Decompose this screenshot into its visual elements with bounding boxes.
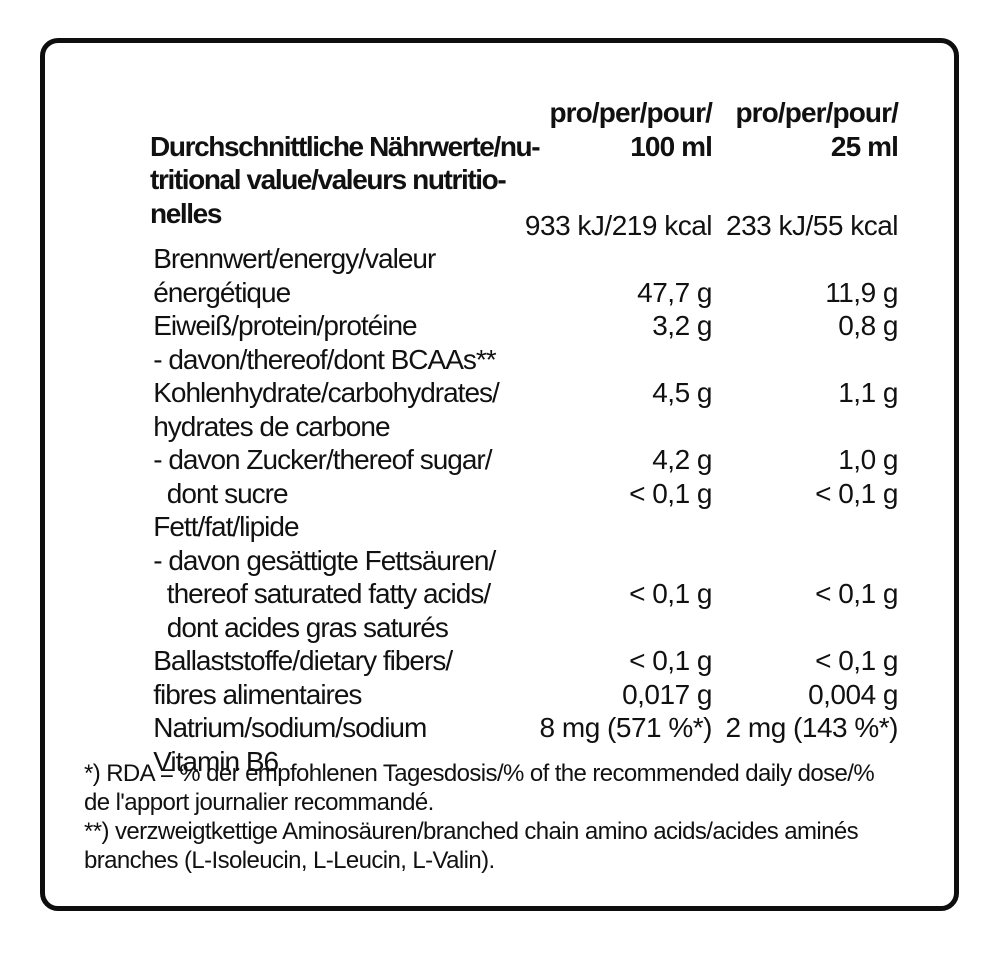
row-label: - davon/thereof/dont BCAAs** bbox=[153, 343, 496, 375]
row-value-per-100ml: 0,017 g bbox=[622, 678, 712, 710]
row-value-per-25ml: 2 mg (143 %*) bbox=[725, 712, 899, 743]
row-label: - davon Zucker/thereof sugar/ bbox=[153, 444, 492, 475]
row-label: hydrates de carbone bbox=[153, 410, 390, 442]
row-value-per-25ml: 11,9 g bbox=[825, 276, 898, 308]
table-row-fiber: fibres alimentaires < 0,1 g < 0,1 g bbox=[99, 644, 898, 710]
header-line: nelles bbox=[99, 163, 898, 229]
table-row-fiber: Ballaststoffe/dietary fibers/ bbox=[99, 611, 898, 676]
table-row-saturated-fat: thereof saturated fatty acids/ bbox=[99, 544, 898, 609]
table-row-carbohydrates: hydrates de carbone 4,5 g 1,1 g bbox=[99, 376, 898, 442]
table-row-sugar: dont sucre 4,2 g 1,0 g bbox=[99, 443, 899, 509]
table-row-energy: Brennwert/energy/valeur 933 kJ/219 kcal … bbox=[99, 209, 899, 275]
row-value-per-100ml: 8 mg (571 %*) bbox=[539, 712, 713, 743]
row-label: dont acides gras saturés bbox=[153, 611, 449, 643]
header-line: Durchschnittliche Nährwerte/nu- pro/per/… bbox=[99, 96, 899, 162]
row-label: énergétique bbox=[153, 276, 291, 308]
row-value-per-25ml: 0,004 g bbox=[808, 678, 898, 710]
row-value-per-100ml: 4,2 g bbox=[652, 444, 712, 475]
row-value-per-100ml: 47,7 g bbox=[637, 276, 712, 308]
table-row-bcaa: - davon/thereof/dont BCAAs** 3,2 g 0,8 g bbox=[99, 309, 898, 375]
row-label: fibres alimentaires bbox=[153, 678, 362, 710]
row-label: Fett/fat/lipide bbox=[153, 511, 299, 542]
table-row-protein: Eiweiß/protein/protéine 47,7 g 11,9 g bbox=[99, 276, 898, 342]
row-value-per-25ml: 1,1 g bbox=[838, 377, 898, 408]
row-value-per-100ml: < 0,1 g bbox=[629, 477, 712, 509]
footnotes: *) RDA = % der empfohlenen Tagesdosis/% … bbox=[84, 759, 898, 875]
header-col-per-100ml: pro/per/pour/ bbox=[549, 97, 712, 128]
row-value-per-25ml: < 0,1 g bbox=[815, 477, 898, 509]
table-row-energy: énergétique bbox=[99, 242, 898, 308]
nutrition-label-frame: Durchschnittliche Nährwerte/nu- pro/per/… bbox=[40, 38, 959, 911]
header-title-label: nelles bbox=[150, 197, 222, 229]
header-line: tritional value/valeurs nutritio- 100 ml… bbox=[99, 130, 899, 196]
row-value-per-25ml: 0,8 g bbox=[838, 310, 898, 341]
table-row-carbohydrates: Kohlenhydrate/carbohydrates/ bbox=[99, 343, 898, 408]
row-label: Natrium/sodium/sodium bbox=[153, 712, 427, 743]
table-row-saturated-fat: dont acides gras saturés < 0,1 g < 0,1 g bbox=[99, 577, 899, 643]
row-value-per-25ml: < 0,1 g bbox=[815, 578, 898, 609]
table-row-fat: Fett/fat/lipide < 0,1 g < 0,1 g bbox=[99, 477, 898, 543]
row-value-per-25ml: 1,0 g bbox=[838, 444, 898, 475]
table-row-vitamin-b6: Vitamin B6 8 mg (571 %*) 2 mg (143 %*) bbox=[99, 711, 899, 777]
row-label: dont sucre bbox=[153, 477, 289, 509]
row-value-per-25ml: < 0,1 g bbox=[815, 645, 898, 676]
table-body: Brennwert/energy/valeur 933 kJ/219 kcal … bbox=[99, 209, 899, 777]
row-value-per-100ml: < 0,1 g bbox=[629, 578, 712, 609]
row-value-per-100ml: 4,5 g bbox=[652, 377, 712, 408]
row-value-per-100ml: < 0,1 g bbox=[629, 645, 712, 676]
footnote-rda: de l'apport journalier recommandé. bbox=[84, 788, 434, 816]
row-label: Kohlenhydrate/carbohydrates/ bbox=[153, 377, 500, 408]
row-value-per-100ml: 3,2 g bbox=[652, 310, 712, 341]
row-label: Vitamin B6 bbox=[153, 745, 279, 777]
header-col-per-25ml: pro/per/pour/ bbox=[735, 97, 898, 128]
footnote-bcaa: branches (L-Isoleucin, L-Leucin, L-Valin… bbox=[84, 846, 495, 874]
row-label: Ballaststoffe/dietary fibers/ bbox=[153, 645, 453, 676]
header-col-per-100ml: 100 ml bbox=[630, 130, 713, 162]
row-label: Brennwert/energy/valeur bbox=[153, 243, 436, 274]
row-label: thereof saturated fatty acids/ bbox=[153, 578, 491, 609]
header-title-label: tritional value/valeurs nutritio- bbox=[150, 164, 507, 195]
header-col-per-25ml: 25 ml bbox=[830, 130, 899, 162]
footnote-bcaa: **) verzweigtkettige Aminosäuren/branche… bbox=[84, 817, 859, 845]
table-row-sodium: Natrium/sodium/sodium 0,017 g 0,004 g bbox=[99, 678, 898, 744]
header-title-label: Durchschnittliche Nährwerte/nu- bbox=[150, 130, 541, 162]
table-row-sugar: - davon Zucker/thereof sugar/ bbox=[99, 410, 898, 475]
table-header: Durchschnittliche Nährwerte/nu- pro/per/… bbox=[99, 96, 899, 229]
footnote-rda: *) RDA = % der empfohlenen Tagesdosis/% … bbox=[84, 759, 875, 787]
row-label: - davon gesättigte Fettsäuren/ bbox=[153, 544, 496, 576]
nutrition-table: Durchschnittliche Nährwerte/nu- pro/per/… bbox=[45, 43, 954, 875]
row-value-per-100ml: 933 kJ/219 kcal bbox=[524, 209, 713, 241]
table-row-saturated-fat: - davon gesättigte Fettsäuren/ bbox=[99, 510, 898, 576]
row-value-per-25ml: 233 kJ/55 kcal bbox=[726, 209, 899, 241]
row-label: Eiweiß/protein/protéine bbox=[153, 310, 417, 341]
